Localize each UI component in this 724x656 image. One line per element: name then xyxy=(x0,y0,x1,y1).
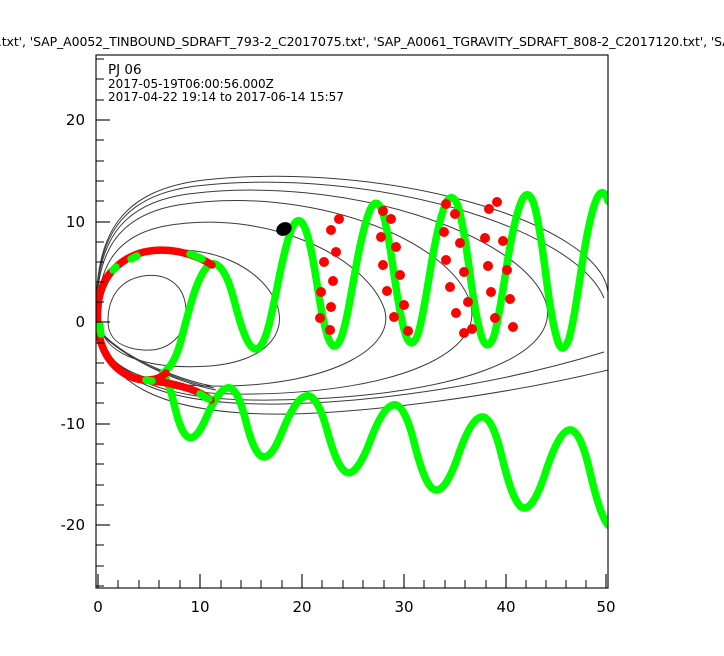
x-tick-label: 50 xyxy=(596,598,615,616)
annotation-line-1: PJ 06 xyxy=(108,62,142,78)
plot-annotation: PJ 06 2017-05-19T06:00:56.000Z 2017-04-2… xyxy=(108,62,344,104)
figure-title-text: ..txt', 'SAP_A0052_TINBOUND_SDRAFT_793-2… xyxy=(0,34,724,49)
y-tick-label: -20 xyxy=(61,516,86,534)
figure-title: ..txt', 'SAP_A0052_TINBOUND_SDRAFT_793-2… xyxy=(0,33,724,51)
y-axis-ticks xyxy=(96,58,110,587)
y-tick-label: 10 xyxy=(66,213,85,231)
trajectory-upper xyxy=(159,189,608,377)
y-tick-label: -10 xyxy=(61,415,86,433)
y-axis-tick-labels: 20 10 0 -10 -20 xyxy=(61,111,86,534)
x-tick-label: 10 xyxy=(190,598,209,616)
epoch-marker xyxy=(276,222,292,236)
annotation-line-3: 2017-04-22 19:14 to 2017-06-14 15:57 xyxy=(108,90,344,104)
x-axis-ticks xyxy=(97,574,607,588)
x-tick-label: 40 xyxy=(496,598,515,616)
trajectory-lower xyxy=(159,369,608,529)
trajectory-highlight xyxy=(96,246,216,404)
sample-points xyxy=(315,197,518,338)
x-tick-label: 30 xyxy=(394,598,413,616)
y-tick-label: 20 xyxy=(66,111,85,129)
annotation-line-2: 2017-05-19T06:00:56.000Z xyxy=(108,77,274,91)
y-tick-label: 0 xyxy=(75,313,85,331)
x-tick-label: 20 xyxy=(292,598,311,616)
x-tick-label: 0 xyxy=(93,598,103,616)
x-axis-tick-labels: 0 10 20 30 40 50 xyxy=(93,598,615,616)
